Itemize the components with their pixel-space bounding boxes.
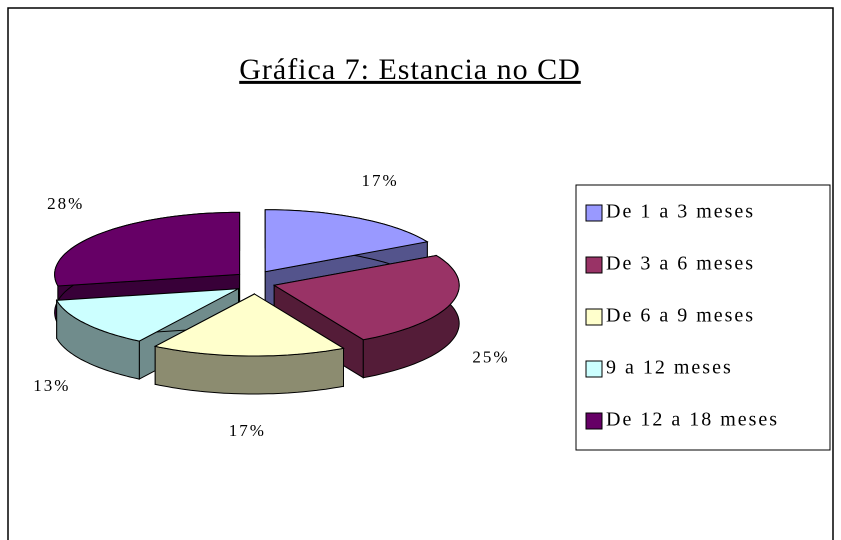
slice bbox=[55, 288, 239, 342]
legend-swatch bbox=[585, 204, 603, 222]
legend-label: De 1 a 3 meses bbox=[606, 201, 755, 223]
data-label: 28% bbox=[47, 194, 84, 213]
legend-box bbox=[575, 184, 831, 451]
slice bbox=[264, 209, 429, 273]
legend-swatch bbox=[585, 360, 603, 378]
chart-frame bbox=[7, 7, 834, 540]
legend-label: De 12 a 18 meses bbox=[606, 409, 779, 431]
legend-label: 9 a 12 meses bbox=[606, 357, 733, 379]
legend-swatch bbox=[585, 412, 603, 430]
legend-swatch bbox=[585, 256, 603, 274]
data-label: 17% bbox=[229, 421, 266, 440]
legend-label: De 6 a 9 meses bbox=[606, 305, 755, 327]
legend-label: De 3 a 6 meses bbox=[606, 253, 755, 275]
legend-swatch bbox=[585, 308, 603, 326]
data-label: 25% bbox=[472, 347, 509, 366]
slice bbox=[272, 254, 460, 341]
chart-title: Gráfica 7: Estancia no CD bbox=[239, 53, 581, 86]
data-label: 13% bbox=[33, 376, 70, 395]
slice bbox=[153, 293, 345, 357]
slice bbox=[54, 211, 241, 287]
data-label: 17% bbox=[361, 171, 398, 190]
